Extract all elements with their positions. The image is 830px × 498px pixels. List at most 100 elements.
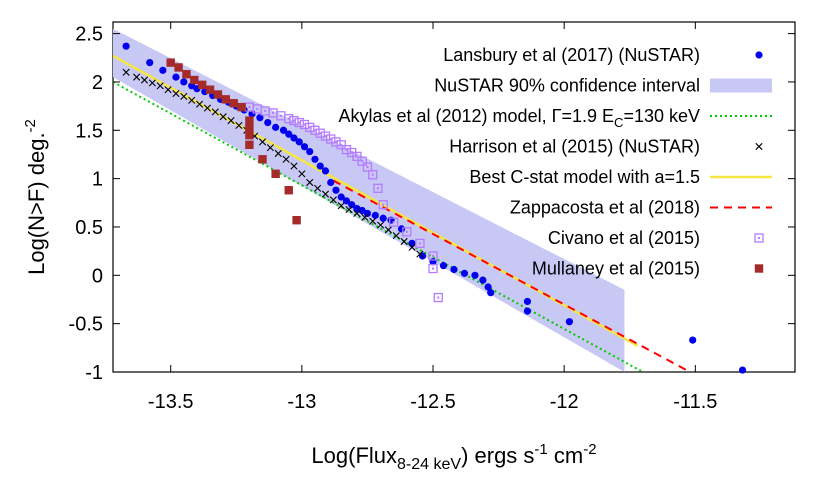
data-point-s6-dot: [287, 117, 290, 120]
data-point-s3: [227, 117, 235, 125]
confidence-band: [113, 28, 625, 372]
data-point-s6-outer: [331, 137, 341, 147]
data-point-s3: [188, 96, 196, 104]
data-point-s3: [172, 89, 180, 98]
data-point-s6-dot: [392, 221, 395, 224]
data-points-layer: [122, 42, 747, 374]
plot-frame: [112, 21, 796, 373]
data-point-s3: [353, 209, 361, 218]
data-point-s6: [326, 134, 336, 144]
y-tick-label: -0.5: [69, 314, 103, 336]
data-point-s6-dot: [345, 148, 348, 151]
data-point-s0: [300, 143, 309, 151]
data-point-s6-outer: [362, 162, 373, 172]
confidence-band-layer: [113, 28, 625, 372]
data-point-s0: [180, 78, 188, 86]
data-point-s3: [400, 237, 408, 246]
model-lines-layer: [113, 54, 691, 372]
data-point-s6-outer: [428, 263, 438, 274]
data-point-s0: [523, 307, 532, 315]
data-point-s0: [689, 336, 697, 344]
legend-label-3: Harrison et al (2015) (NuSTAR): [449, 137, 700, 157]
data-point-s0: [146, 59, 154, 67]
data-point-s3: [258, 138, 267, 146]
data-point-s6: [284, 114, 294, 124]
data-point-s7: [190, 75, 199, 85]
data-point-s6-outer: [389, 217, 399, 227]
data-point-s6: [415, 238, 425, 249]
data-point-s3: [140, 76, 149, 84]
legend-label-1: NuSTAR 90% confidence interval: [434, 76, 700, 96]
data-point-s6-dot: [355, 155, 358, 158]
legend-label-sub: C: [614, 115, 623, 130]
legend-symbol-3: [755, 142, 763, 151]
data-point-s0: [348, 201, 356, 209]
data-point-s0: [172, 73, 180, 81]
data-point-s6-dot: [371, 173, 374, 176]
data-point-s6-outer: [305, 122, 315, 133]
data-point-s3: [266, 144, 274, 152]
data-point-s3: [408, 243, 416, 251]
legend-symbol-7: [754, 264, 764, 273]
data-point-s3: [148, 79, 156, 87]
data-point-s0: [337, 193, 345, 201]
data-point-s0: [272, 123, 280, 131]
data-point-s3: [314, 184, 322, 192]
data-point-s6-outer: [368, 170, 378, 180]
model-line-5: [332, 179, 691, 372]
data-point-s6-outer: [299, 119, 310, 130]
data-point-s0: [327, 178, 335, 187]
data-point-s6-outer: [284, 114, 294, 124]
data-point-s0: [363, 209, 372, 218]
legend-label-main: Zappacosta et al (2018): [510, 198, 700, 218]
data-point-s0: [159, 66, 167, 74]
data-point-s7: [229, 99, 238, 108]
data-point-s0: [738, 366, 747, 374]
data-point-s0: [479, 276, 487, 284]
x-tick-label: -12.5: [410, 391, 456, 413]
data-point-s6-outer: [402, 227, 412, 237]
data-point-s7: [292, 216, 301, 225]
data-point-s6-dot: [350, 151, 353, 154]
y-tick-label: 1: [92, 169, 103, 191]
data-point-s3: [392, 232, 400, 240]
legend: Lansbury et al (2017) (NuSTAR) NuSTAR 90%…: [338, 45, 772, 279]
x-tick-label: -11.5: [673, 391, 717, 413]
data-point-s6: [310, 125, 320, 135]
data-point-s0: [122, 42, 130, 50]
data-point-s6: [389, 217, 399, 227]
legend-label-rest: =130 keV: [623, 106, 700, 126]
data-point-s7: [245, 124, 254, 133]
data-point-s0: [342, 197, 351, 205]
data-point-s3: [384, 226, 393, 234]
data-point-s7: [197, 80, 207, 90]
data-point-s6: [341, 144, 352, 155]
legend-symbol-6: [754, 233, 764, 243]
data-point-s0: [264, 118, 272, 127]
legend-label-main: Best C-stat model with a=1.5: [469, 167, 700, 187]
data-point-s7: [205, 85, 215, 94]
data-point-s6-outer: [294, 117, 304, 128]
data-point-s6: [294, 117, 304, 128]
legend-symbol-6-dot: [758, 237, 760, 239]
data-point-s6-outer: [310, 125, 320, 135]
data-point-s3: [156, 82, 164, 90]
data-point-s3: [298, 170, 306, 178]
data-point-s6-outer: [415, 238, 425, 249]
data-point-s0: [371, 211, 379, 219]
data-point-s0: [321, 167, 330, 175]
data-point-s3: [321, 190, 330, 198]
data-point-s7: [182, 70, 191, 79]
legend-label-6: Civano et al (2015): [548, 228, 700, 248]
data-point-s3: [164, 86, 172, 94]
data-point-s6: [352, 151, 362, 162]
data-point-s3: [219, 113, 227, 121]
legend-label-0: Lansbury et al (2017) (NuSTAR): [443, 45, 700, 65]
data-point-s6-outer: [357, 156, 367, 166]
data-point-s0: [471, 271, 479, 279]
data-point-s6-dot: [303, 123, 306, 126]
data-point-s3: [195, 100, 204, 108]
data-point-s6-dot: [361, 160, 364, 163]
